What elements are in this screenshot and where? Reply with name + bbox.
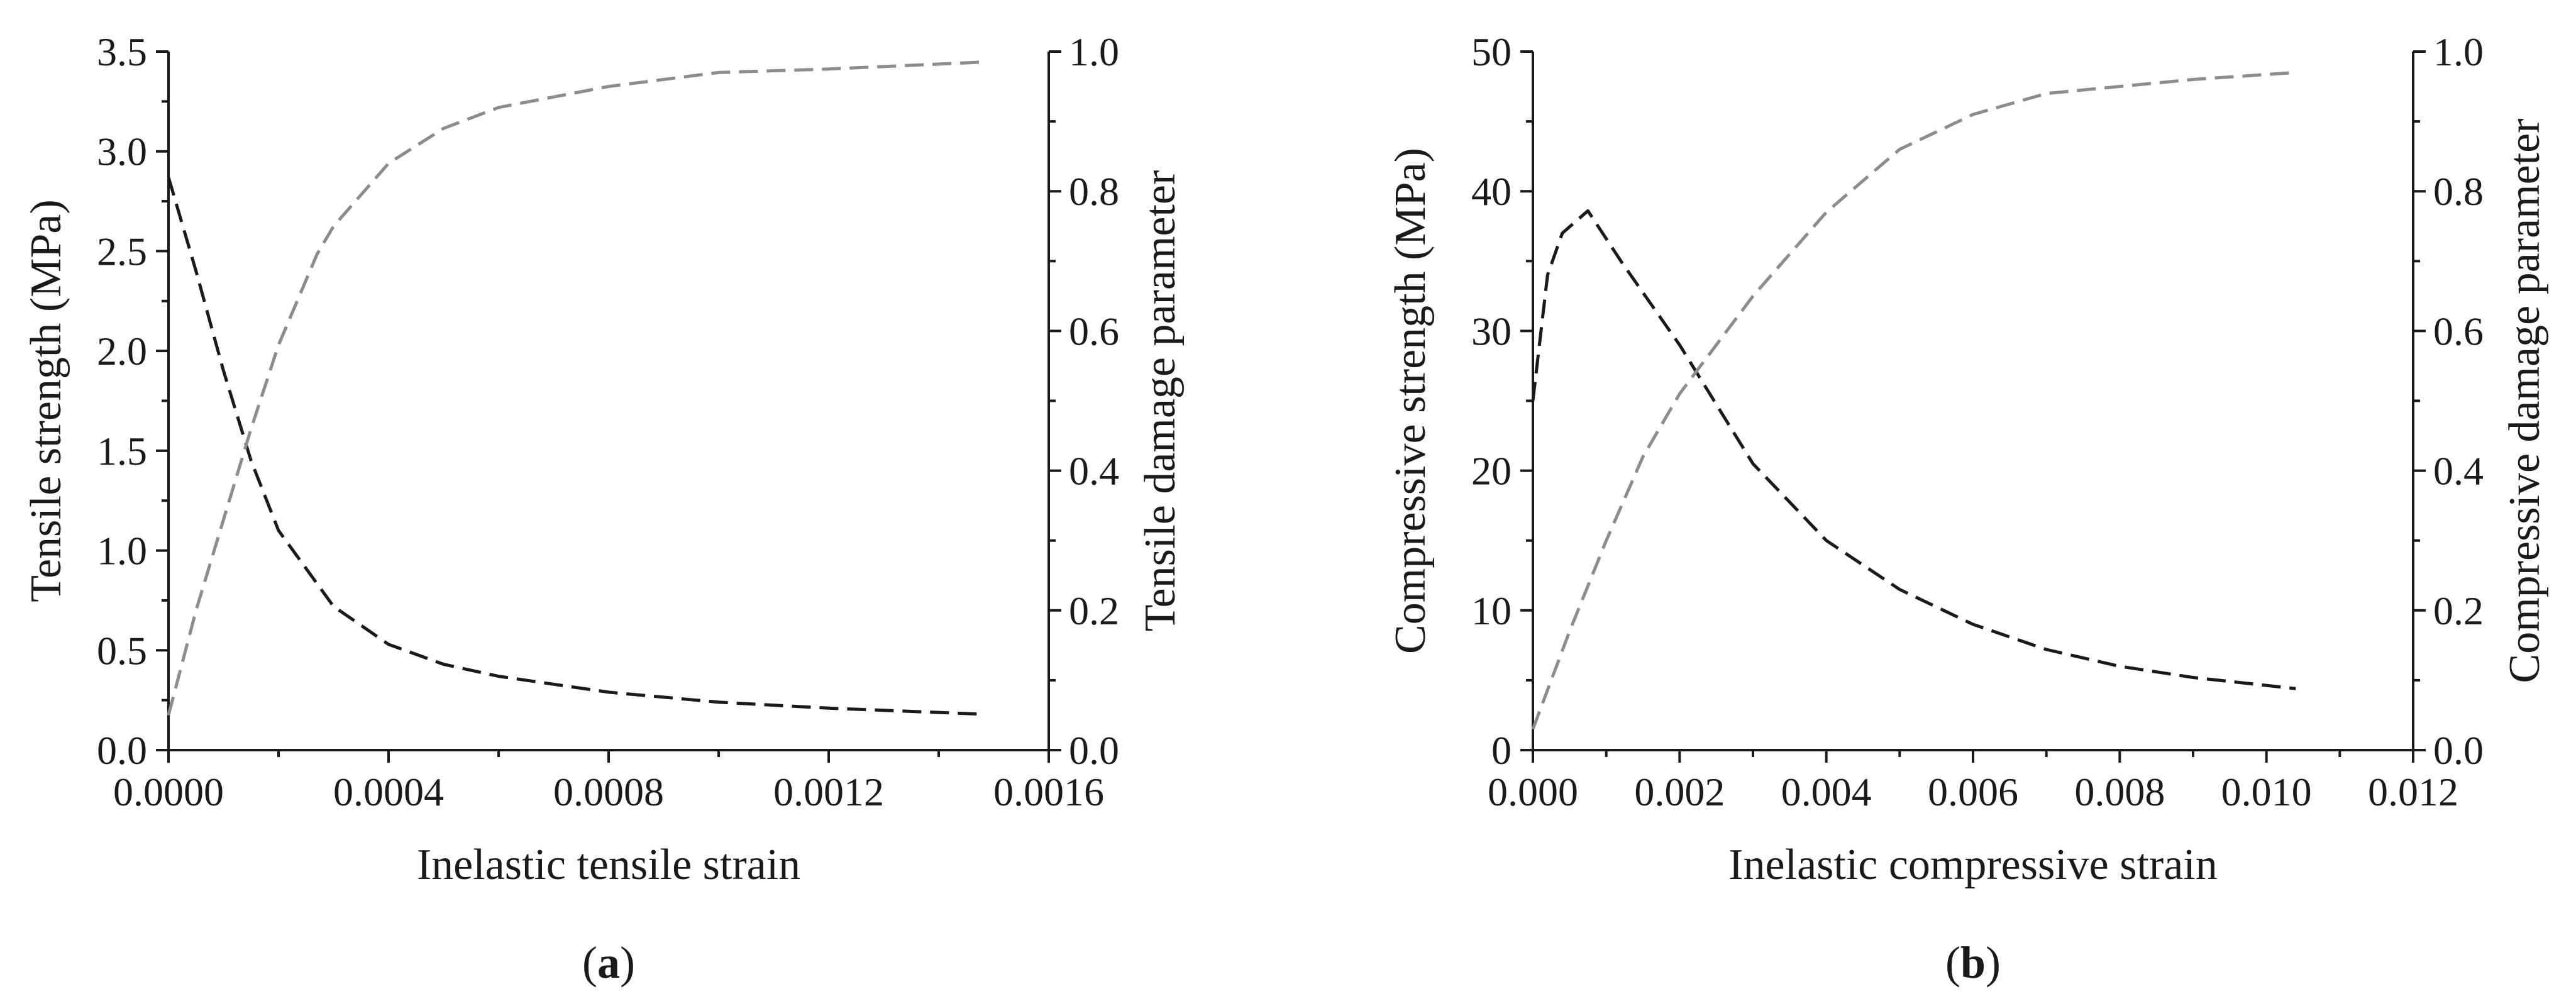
panel-label: (a) bbox=[582, 937, 635, 988]
y2-axis-title: Tensile damage parameter bbox=[1136, 170, 1185, 632]
y2-tick-label: 0.8 bbox=[2433, 169, 2484, 214]
y2-tick-label: 1.0 bbox=[2433, 30, 2484, 74]
y-tick-label: 30 bbox=[1471, 309, 1512, 353]
panel-label: (b) bbox=[1945, 937, 2001, 988]
damage-parameter-line bbox=[167, 60, 983, 716]
x-tick-label: 0.004 bbox=[1781, 770, 1872, 814]
y-tick-label: 0 bbox=[1491, 728, 1512, 773]
y-tick-label: 3.0 bbox=[97, 130, 147, 174]
y2-tick-label: 0.6 bbox=[2433, 309, 2484, 353]
y2-tick-label: 0.4 bbox=[1069, 449, 1119, 494]
y-tick-label: 2.0 bbox=[97, 329, 147, 373]
y-tick-label: 0.5 bbox=[97, 628, 147, 673]
y-tick-label: 0.0 bbox=[97, 728, 147, 773]
x-tick-label: 0.012 bbox=[2368, 770, 2458, 814]
chart-panel-b: 0.000 0.002 0.004 0.006 0.008 0.010 0.012 0 10 20… bbox=[1386, 30, 2549, 988]
y-axis-title: Compressive strength (MPa) bbox=[1386, 148, 1435, 654]
y-tick-label: 20 bbox=[1471, 449, 1512, 494]
x-tick-label: 0.0000 bbox=[113, 770, 224, 814]
y2-tick-label: 0.2 bbox=[2433, 589, 2484, 633]
x-tick-label: 0.0004 bbox=[333, 770, 444, 814]
y2-tick-label: 0.0 bbox=[2433, 728, 2484, 773]
y2-tick-label: 1.0 bbox=[1069, 30, 1119, 74]
x-tick-label: 0.0012 bbox=[773, 770, 884, 814]
y-tick-label: 10 bbox=[1471, 589, 1512, 633]
y-tick-label: 2.5 bbox=[97, 229, 147, 274]
y2-axis-title: Compressive damage parameter bbox=[2501, 119, 2549, 683]
y-tick-label: 50 bbox=[1471, 30, 1512, 74]
x-tick-label: 0.008 bbox=[2074, 770, 2165, 814]
y-tick-label: 40 bbox=[1471, 169, 1512, 214]
chart-panel-a: 0.0000 0.0004 0.0008 0.0012 0.00160.00.51.01… bbox=[22, 30, 1185, 988]
strength-line bbox=[1531, 209, 2296, 690]
strength-line bbox=[167, 177, 983, 716]
y2-tick-label: 0.2 bbox=[1069, 589, 1119, 633]
y2-tick-label: 0.6 bbox=[1069, 309, 1119, 353]
x-tick-label: 0.0008 bbox=[553, 770, 664, 814]
y2-tick-label: 0.8 bbox=[1069, 169, 1119, 214]
y-axis-title: Tensile strength (MPa) bbox=[22, 199, 70, 602]
y-tick-label: 1.0 bbox=[97, 529, 147, 573]
x-axis-title: Inelastic compressive strain bbox=[1728, 841, 2218, 889]
x-tick-label: 0.002 bbox=[1634, 770, 1725, 814]
x-tick-label: 0.0016 bbox=[993, 770, 1104, 814]
damage-parameter-line bbox=[1531, 70, 2296, 730]
x-tick-label: 0.006 bbox=[1928, 770, 2018, 814]
x-tick-label: 0.000 bbox=[1488, 770, 1578, 814]
x-tick-label: 0.010 bbox=[2221, 770, 2312, 814]
y2-tick-label: 0.0 bbox=[1069, 728, 1119, 773]
y-tick-label: 3.5 bbox=[97, 30, 147, 74]
y-tick-label: 1.5 bbox=[97, 429, 147, 473]
x-axis-title: Inelastic tensile strain bbox=[417, 841, 800, 889]
y2-tick-label: 0.4 bbox=[2433, 449, 2484, 494]
